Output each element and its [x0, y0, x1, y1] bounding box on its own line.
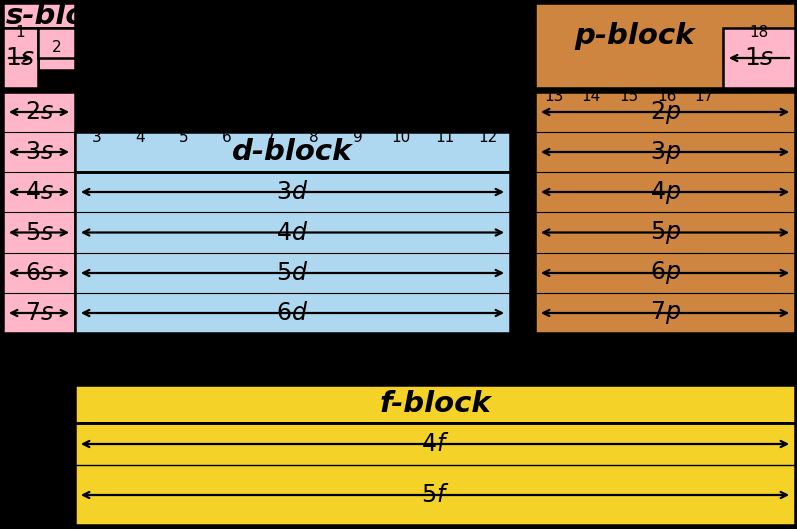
Text: $\mathit{3d}$: $\mathit{3d}$ [277, 180, 308, 204]
Bar [535, 92, 795, 333]
Text: 13: 13 [544, 89, 563, 104]
Text: 15: 15 [619, 89, 638, 104]
Text: 4: 4 [135, 130, 145, 145]
Text: $\mathit{1s}$: $\mathit{1s}$ [6, 46, 36, 70]
Text: $\mathit{3s}$: $\mathit{3s}$ [25, 140, 53, 164]
Text: $\mathit{6d}$: $\mathit{6d}$ [277, 301, 308, 325]
Text: d-block: d-block [232, 138, 353, 166]
Bar [3, 28, 38, 88]
Text: $\mathit{1s}$: $\mathit{1s}$ [744, 46, 774, 70]
Bar [75, 423, 795, 525]
Text: 2: 2 [52, 41, 61, 56]
Bar [3, 3, 75, 28]
Text: 16: 16 [657, 89, 677, 104]
Bar [75, 132, 510, 172]
Text: 9: 9 [353, 130, 363, 145]
Text: $\mathit{4p}$: $\mathit{4p}$ [650, 178, 681, 205]
Text: $\mathit{2p}$: $\mathit{2p}$ [650, 98, 681, 125]
Bar [38, 28, 75, 70]
Text: 10: 10 [391, 130, 411, 145]
Text: 1: 1 [16, 25, 26, 40]
Text: p-block: p-block [575, 22, 695, 50]
Text: 8: 8 [309, 130, 319, 145]
Text: $\mathit{2s}$: $\mathit{2s}$ [25, 100, 53, 124]
Bar [535, 3, 795, 88]
Text: 11: 11 [435, 130, 454, 145]
Text: $\mathit{4s}$: $\mathit{4s}$ [25, 180, 53, 204]
Text: $\mathit{4f}$: $\mathit{4f}$ [421, 432, 450, 456]
Text: s-block: s-block [6, 2, 123, 30]
Text: 17: 17 [694, 89, 714, 104]
Text: 5: 5 [179, 130, 189, 145]
Bar [723, 28, 795, 88]
Text: $\mathit{5f}$: $\mathit{5f}$ [421, 483, 450, 507]
Text: $\mathit{5p}$: $\mathit{5p}$ [650, 219, 681, 246]
Bar [75, 385, 795, 423]
Text: 12: 12 [479, 130, 498, 145]
Text: $\mathit{6p}$: $\mathit{6p}$ [650, 260, 681, 287]
Text: $\mathit{3p}$: $\mathit{3p}$ [650, 139, 681, 166]
Text: 14: 14 [582, 89, 601, 104]
Text: $\mathit{7p}$: $\mathit{7p}$ [650, 299, 681, 326]
Text: $\mathit{5d}$: $\mathit{5d}$ [277, 261, 308, 285]
Text: f-block: f-block [379, 390, 491, 418]
Bar [3, 28, 38, 88]
Bar [3, 92, 75, 333]
Text: $\mathit{4d}$: $\mathit{4d}$ [277, 221, 308, 244]
Text: 7: 7 [266, 130, 276, 145]
Text: $\mathit{7s}$: $\mathit{7s}$ [25, 301, 53, 325]
Text: 18: 18 [749, 25, 768, 40]
Bar [75, 172, 510, 333]
Text: 6: 6 [222, 130, 232, 145]
Text: 3: 3 [92, 130, 102, 145]
Text: $\mathit{5s}$: $\mathit{5s}$ [25, 221, 53, 244]
Text: $\mathit{6s}$: $\mathit{6s}$ [25, 261, 53, 285]
Bar [38, 28, 75, 58]
